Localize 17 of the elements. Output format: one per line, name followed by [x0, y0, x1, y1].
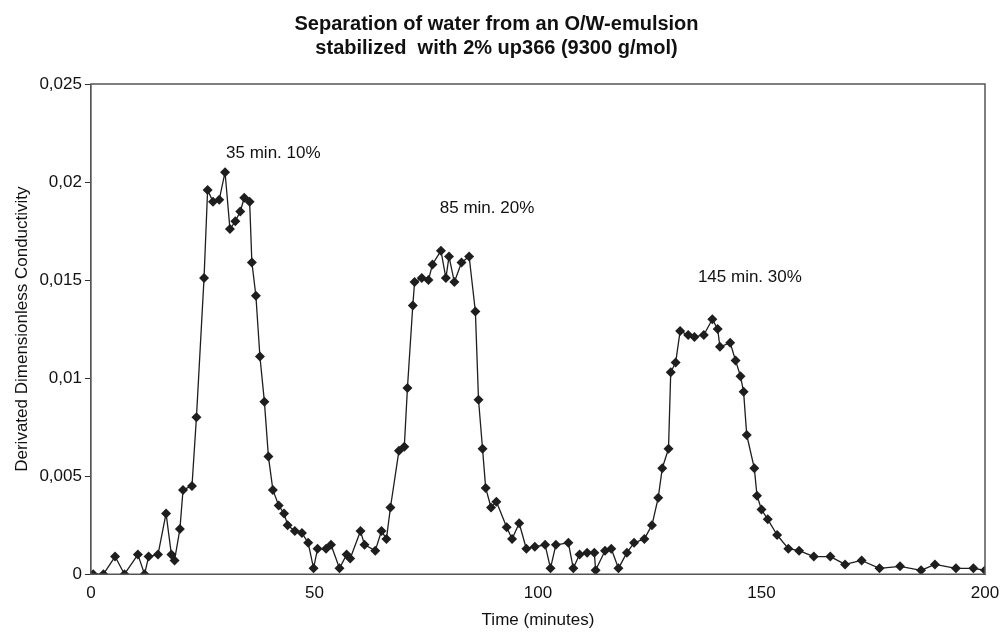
y-tick-label: 0,02 — [48, 171, 82, 191]
annotation: 85 min. 20% — [439, 197, 535, 217]
x-tick-label: 200 — [970, 583, 1000, 603]
y-tick-label: 0,015 — [39, 269, 82, 289]
x-tick-label: 150 — [747, 583, 776, 603]
x-tick-label: 0 — [86, 583, 96, 603]
y-tick-label: 0 — [72, 563, 82, 583]
annotation: 145 min. 30% — [697, 266, 802, 286]
chart-title: Separation of water from an O/W-emulsion stabilized with 2% up366 (9300 g/mol) — [294, 11, 699, 58]
y-tick-label: 0,005 — [39, 465, 82, 485]
annotation: 35 min. 10% — [226, 142, 321, 162]
x-tick-label: 50 — [305, 583, 324, 603]
y-tick-label: 0,025 — [39, 73, 82, 93]
x-tick-label: 100 — [523, 583, 553, 603]
y-axis-title: Derivated Dimensionless Conductivity — [11, 185, 31, 472]
y-tick-label: 0,01 — [48, 367, 82, 387]
x-axis-title: Time (minutes) — [481, 610, 595, 630]
